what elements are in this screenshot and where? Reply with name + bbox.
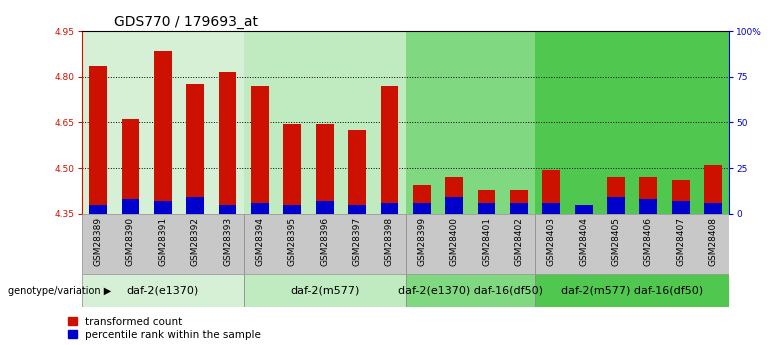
Text: GSM28405: GSM28405 [612,217,621,266]
Bar [445,197,463,214]
Bar [82,274,243,307]
Bar [218,72,236,214]
Bar [251,203,269,214]
Text: GSM28392: GSM28392 [190,217,200,266]
Bar [535,274,729,307]
Bar [348,205,366,214]
Bar [122,199,140,214]
Bar [154,201,172,214]
Bar [316,201,334,214]
Text: GSM28395: GSM28395 [288,217,297,266]
Text: GSM28406: GSM28406 [644,217,653,266]
Bar [542,203,560,214]
Bar [89,66,107,214]
Bar [672,201,690,214]
Bar [575,209,593,214]
Text: GSM28408: GSM28408 [708,217,718,266]
Text: GSM28389: GSM28389 [94,217,103,266]
Bar [82,31,243,214]
Bar [406,274,535,307]
Bar [243,31,406,214]
Bar [477,189,495,214]
Text: GSM28401: GSM28401 [482,217,491,266]
Text: GDS770 / 179693_at: GDS770 / 179693_at [114,14,258,29]
Bar [283,205,301,214]
Text: daf-2(m577): daf-2(m577) [290,286,360,296]
Bar [283,124,301,214]
Text: GSM28404: GSM28404 [579,217,588,266]
Bar [218,205,236,214]
Bar [186,85,204,214]
Bar [122,119,140,214]
Bar [348,130,366,214]
Bar [575,205,593,214]
Bar [510,203,528,214]
Bar [542,170,560,214]
Bar [704,165,722,214]
Text: GSM28393: GSM28393 [223,217,232,266]
Bar [535,31,729,214]
Text: GSM28394: GSM28394 [255,217,264,266]
Bar [704,203,722,214]
Text: GSM28396: GSM28396 [320,217,329,266]
Bar [406,214,535,274]
Bar [413,203,431,214]
Bar [607,197,625,214]
Text: GSM28391: GSM28391 [158,217,168,266]
Bar [82,214,243,274]
Bar [251,86,269,214]
Text: GSM28400: GSM28400 [449,217,459,266]
Bar [445,177,463,214]
Bar [381,86,399,214]
Bar [607,177,625,214]
Bar [381,203,399,214]
Bar [510,189,528,214]
Bar [186,197,204,214]
Text: genotype/variation ▶: genotype/variation ▶ [8,286,111,296]
Text: GSM28399: GSM28399 [417,217,427,266]
Bar [316,124,334,214]
Text: daf-2(m577) daf-16(df50): daf-2(m577) daf-16(df50) [561,286,704,296]
Text: GSM28398: GSM28398 [385,217,394,266]
Bar [154,51,172,214]
Bar [672,180,690,214]
Bar [413,185,431,214]
Bar [243,274,406,307]
Text: daf-2(e1370): daf-2(e1370) [126,286,199,296]
Text: GSM28390: GSM28390 [126,217,135,266]
Legend: transformed count, percentile rank within the sample: transformed count, percentile rank withi… [68,317,261,340]
Bar [406,31,535,214]
Bar [477,203,495,214]
Bar [535,214,729,274]
Text: GSM28407: GSM28407 [676,217,686,266]
Bar [640,177,658,214]
Text: GSM28403: GSM28403 [547,217,556,266]
Text: GSM28397: GSM28397 [353,217,362,266]
Text: daf-2(e1370) daf-16(df50): daf-2(e1370) daf-16(df50) [398,286,543,296]
Bar [89,205,107,214]
Bar [640,199,658,214]
Bar [243,214,406,274]
Text: GSM28402: GSM28402 [514,217,523,266]
